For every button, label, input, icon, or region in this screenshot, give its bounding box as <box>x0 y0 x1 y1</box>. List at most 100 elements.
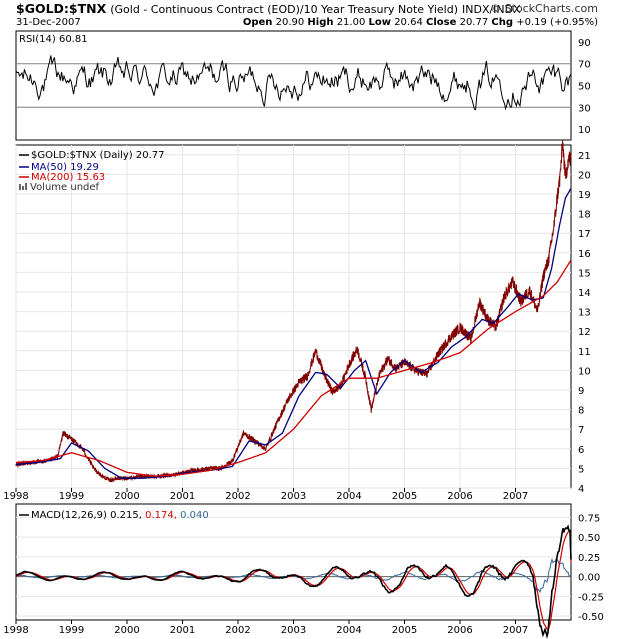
macd-tick-label: -0.25 <box>578 592 604 603</box>
macd-legend-line: MACD(12,26,9) 0.215, 0.174, 0.040 <box>31 510 209 521</box>
rsi-tick-label: 10 <box>578 125 591 136</box>
macd-series <box>15 524 572 639</box>
chg-label: Chg <box>491 17 514 28</box>
high-value: 21.00 <box>336 17 366 28</box>
price-tick-label: 6 <box>578 445 584 456</box>
legend-swatch-volume-b <box>22 186 24 190</box>
year-tick-label: 2002 <box>225 491 250 502</box>
rsi-line <box>15 55 572 111</box>
year-tick-label: 2005 <box>392 625 417 636</box>
year-tick-label: 2003 <box>281 491 306 502</box>
macd-tick-label: -0.50 <box>578 612 604 623</box>
ma200-series-line <box>16 259 572 477</box>
price-tick-label: 7 <box>578 425 584 436</box>
rsi-series-line <box>15 55 572 111</box>
legend-swatch-volume <box>19 184 21 190</box>
price-tick-label: 8 <box>578 406 584 417</box>
brand-label: © StockCharts.com <box>490 2 598 15</box>
price-tick-label: 21 <box>578 151 591 162</box>
year-tick-label: 2000 <box>114 491 139 502</box>
macd-tick-label: 0.00 <box>578 573 600 584</box>
year-tick-label: 2001 <box>170 491 195 502</box>
year-tick-label: 2007 <box>503 491 528 502</box>
macd-main-line <box>15 524 572 639</box>
open-value: 20.90 <box>275 17 305 28</box>
year-tick-label: 2006 <box>447 625 472 636</box>
price-tick-label: 18 <box>578 210 591 221</box>
year-tick-label: 1998 <box>3 625 28 636</box>
year-tick-label: 2004 <box>336 491 361 502</box>
price-tick-label: 12 <box>578 327 591 338</box>
macd-legend: MACD(12,26,9) 0.215, 0.174, 0.040 <box>19 510 209 521</box>
legend-signal: 0.174, <box>145 510 177 521</box>
ma50-series-line <box>15 187 572 479</box>
legend-volume: Volume undef <box>30 182 100 193</box>
year-tick-label: 2004 <box>336 625 361 636</box>
rsi-panel <box>15 30 572 141</box>
low-label: Low <box>368 17 391 28</box>
macd-ticks: -0.50 -0.25 0.00 0.25 0.50 0.75 <box>578 513 604 623</box>
rsi-tick-label: 70 <box>578 60 591 71</box>
year-tick-label: 2001 <box>170 625 195 636</box>
macd-panel <box>15 503 572 621</box>
price-tick-label: 19 <box>578 190 591 201</box>
price-series-line <box>15 139 572 483</box>
year-tick-label: 1999 <box>59 491 84 502</box>
high-label: High <box>307 17 334 28</box>
price-tick-label: 9 <box>578 386 584 397</box>
price-tick-label: 17 <box>578 229 591 240</box>
price-tick-label: 10 <box>578 366 591 377</box>
macd-tick-label: 0.25 <box>578 553 600 564</box>
price-tick-label: 4 <box>578 484 584 495</box>
symbol-label: $GOLD:$TNX <box>16 1 107 16</box>
symbol-description: (Gold - Continuous Contract (EOD)/10 Yea… <box>110 3 459 16</box>
chg-value: +0.19 (+0.95%) <box>516 17 598 28</box>
year-tick-label: 2000 <box>114 625 139 636</box>
chart-title: $GOLD:$TNX (Gold - Continuous Contract (… <box>16 1 521 16</box>
macd-tick-label: 0.50 <box>578 533 600 544</box>
date-label: 31-Dec-2007 <box>16 17 81 28</box>
price-grid <box>15 145 571 489</box>
legend-price: $GOLD:$TNX (Daily) 20.77 <box>31 150 165 161</box>
year-tick-label: 1998 <box>3 491 28 502</box>
year-tick-label: 2007 <box>503 625 528 636</box>
rsi-tick-label: 30 <box>578 103 591 114</box>
low-value: 20.64 <box>394 17 423 28</box>
rsi-legend-text: RSI(14) 60.81 <box>19 34 88 45</box>
price-tick-label: 16 <box>578 249 591 260</box>
year-tick-label: 2003 <box>281 625 306 636</box>
macd-tick-label: 0.75 <box>578 513 600 524</box>
price-tick-label: 11 <box>578 347 591 358</box>
legend-histogram: 0.040 <box>180 510 209 521</box>
legend-macd: MACD(12,26,9) 0.215, <box>31 510 142 521</box>
rsi-grid <box>16 63 571 108</box>
rsi-ticks: 10 30 50 70 90 <box>578 38 591 136</box>
price-legend: $GOLD:$TNX (Daily) 20.77 MA(50) 19.29 MA… <box>19 150 165 193</box>
close-value: 20.77 <box>459 17 489 28</box>
close-label: Close <box>426 17 457 28</box>
price-tick-label: 5 <box>578 464 584 475</box>
rsi-tick-label: 90 <box>578 38 591 49</box>
ohlc-readout: Open 20.90 High 21.00 Low 20.64 Close 20… <box>243 17 598 28</box>
rsi-legend: RSI(14) 60.81 <box>19 34 88 45</box>
year-axis-bottom: 1998 1999 2000 2001 2002 2003 2004 2005 2006 2007 <box>3 620 528 636</box>
legend-ma50: MA(50) 19.29 <box>31 162 99 173</box>
price-ticks: 4 5 6 7 8 9 10 11 12 13 14 15 16 17 18 19 20 21 <box>578 151 591 495</box>
legend-ma200: MA(200) 15.63 <box>31 172 105 183</box>
open-label: Open <box>242 17 273 28</box>
legend-swatch-volume-c <box>25 183 27 190</box>
year-tick-label: 2002 <box>225 625 250 636</box>
year-tick-label: 2006 <box>447 491 472 502</box>
price-tick-label: 14 <box>578 288 591 299</box>
year-tick-label: 1999 <box>59 625 84 636</box>
year-axis-top: 1998 1999 2000 2001 2002 2003 2004 2005 2006 2007 <box>3 488 528 502</box>
exchange-label: INDX/INDX <box>462 3 521 16</box>
price-tick-label: 13 <box>578 308 591 319</box>
rsi-tick-label: 50 <box>578 82 591 93</box>
price-tick-label: 20 <box>578 170 591 181</box>
price-tick-label: 15 <box>578 268 591 279</box>
year-tick-label: 2005 <box>392 491 417 502</box>
price-series <box>15 139 572 483</box>
